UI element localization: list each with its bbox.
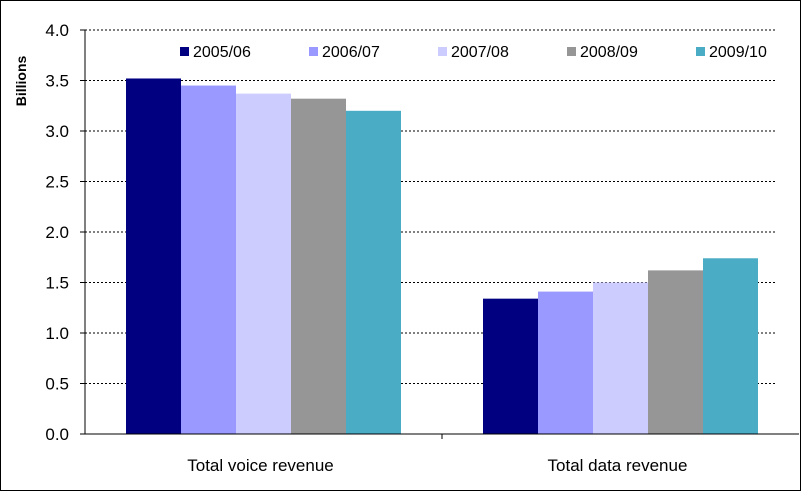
bar-2008-09 — [648, 270, 703, 434]
bar-2007-08 — [236, 93, 291, 434]
y-tick-label: 4.0 — [45, 21, 69, 40]
bars — [126, 78, 758, 435]
y-tick-label: 1.0 — [45, 324, 69, 343]
legend-label: 2009/10 — [709, 44, 767, 61]
legend-label: 2006/07 — [322, 44, 380, 61]
legend-swatch — [696, 47, 705, 56]
legend-label: 2007/08 — [451, 44, 509, 61]
bar-2005-06 — [126, 78, 181, 434]
bar-2009-10 — [346, 110, 401, 435]
x-tick-label: Total voice revenue — [187, 456, 333, 475]
bar-2005-06 — [483, 298, 538, 434]
y-tick-label: 3.0 — [45, 122, 69, 141]
gridlines — [85, 29, 776, 384]
y-axis-label: Billions — [13, 56, 29, 107]
y-tick-label: 2.0 — [45, 223, 69, 242]
y-tick-label: 2.5 — [45, 173, 69, 192]
x-tick-label: Total data revenue — [548, 456, 688, 475]
bar-2008-09 — [291, 98, 346, 435]
bar-2009-10 — [703, 258, 758, 434]
legend-swatch — [309, 47, 318, 56]
y-tick-label: 3.5 — [45, 72, 69, 91]
legend: 2005/06 2006/07 2007/08 2008/09 2009/10 — [180, 44, 767, 61]
bar-2006-07 — [538, 291, 593, 434]
legend-swatch — [438, 47, 447, 56]
bar-2006-07 — [181, 85, 236, 435]
legend-label: 2005/06 — [193, 44, 251, 61]
y-tick-label: 1.5 — [45, 274, 69, 293]
axes: 0.0 0.5 1.0 1.5 2.0 2.5 3.0 3.5 4.0 Total voice r… — [45, 21, 799, 475]
legend-swatch — [180, 47, 189, 56]
legend-label: 2008/09 — [580, 44, 638, 61]
bar-2007-08 — [593, 282, 648, 434]
y-tick-label: 0.5 — [45, 375, 69, 394]
y-tick-label: 0.0 — [45, 425, 69, 444]
legend-swatch — [567, 47, 576, 56]
